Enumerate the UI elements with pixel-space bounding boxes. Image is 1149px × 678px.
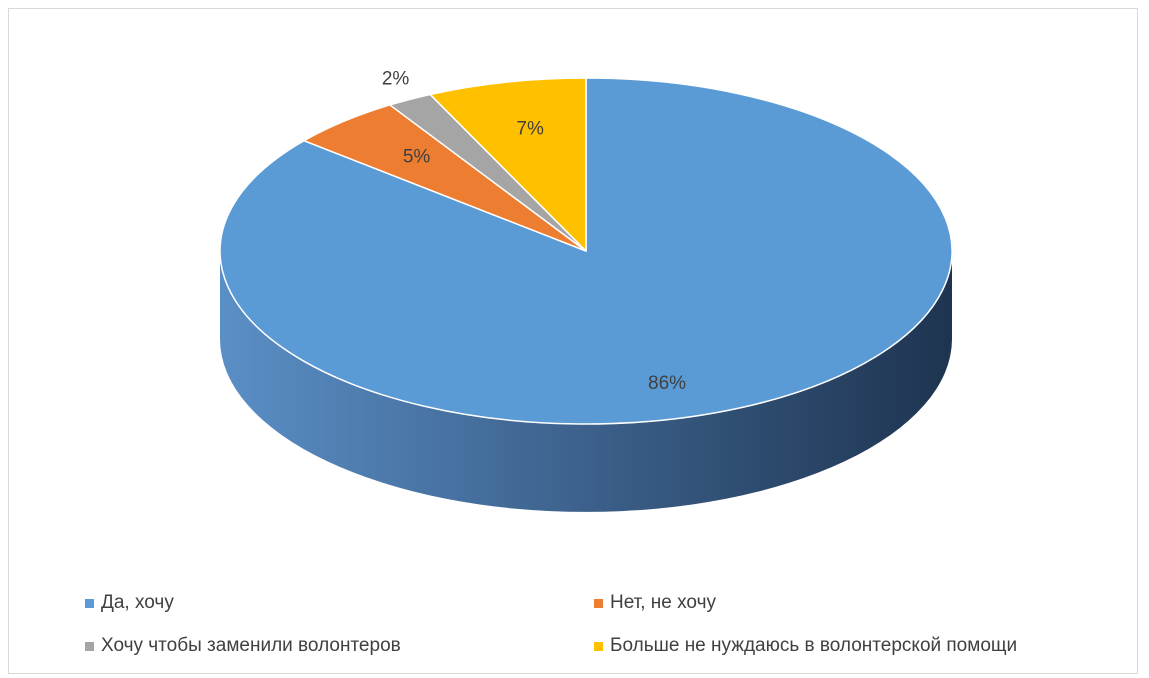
data-label-net-ne-khochu: 5% xyxy=(403,147,431,168)
pie-slice-ne-nuzhdayus xyxy=(429,77,587,252)
pie-slice-da-khochu xyxy=(219,77,953,425)
pie-side-da-khochu xyxy=(220,251,952,512)
pie-labels-group: 86% 5% 2% 7% xyxy=(382,68,686,394)
chart-area: 86% 5% 2% 7% Да, хочу Нет, не хочу Хочу что… xyxy=(8,8,1138,674)
pie-top-group xyxy=(219,77,953,425)
pie-side-group xyxy=(220,251,952,512)
data-label-da-khochu: 86% xyxy=(648,373,686,394)
data-label-ne-nuzhdayus: 7% xyxy=(516,118,544,139)
pie-chart: 86% 5% 2% 7% xyxy=(219,68,953,512)
data-label-zamenili: 2% xyxy=(382,68,410,89)
